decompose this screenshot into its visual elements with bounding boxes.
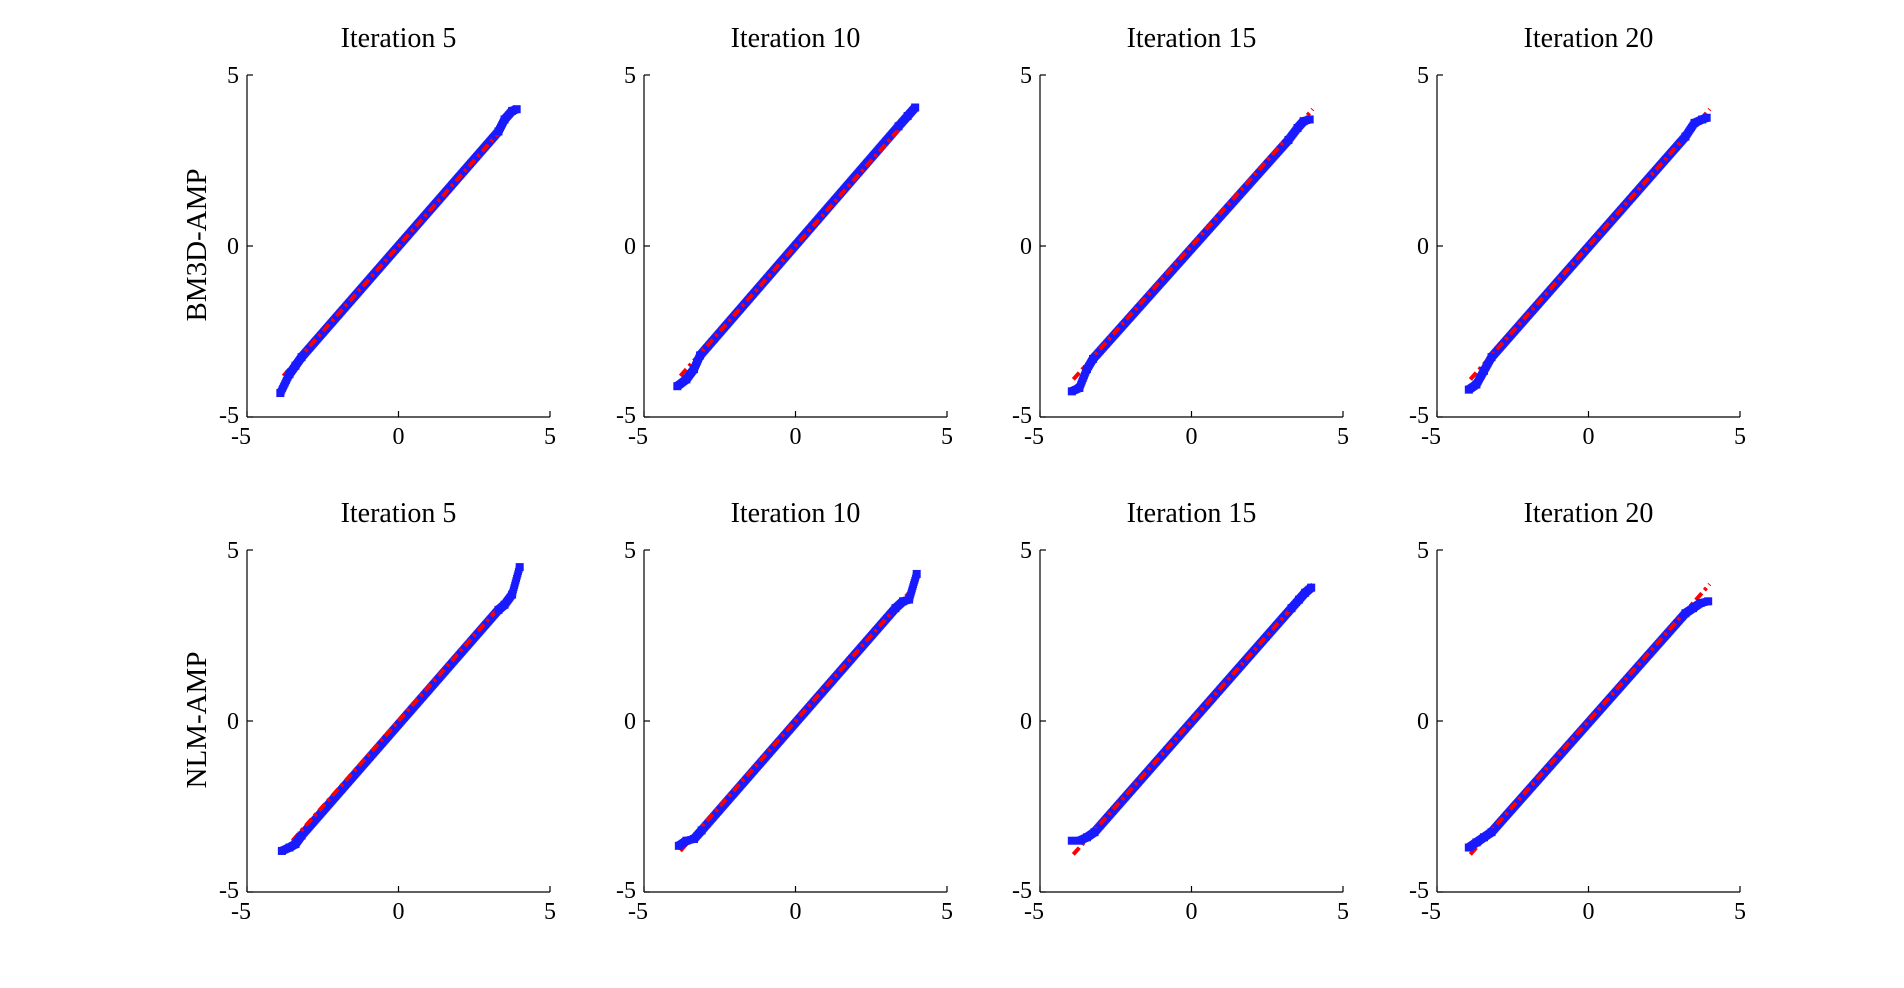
panel-2-4-x-tick-label: -5: [1421, 899, 1441, 925]
panel-1-4-y-tick-label: 0: [1417, 234, 1429, 260]
panel-1-3-tail-point: [1089, 356, 1097, 364]
panel-2-1-tail-point: [297, 832, 305, 840]
panel-1-4-tail-point: [1702, 114, 1710, 122]
panel-1-4-x-tick-label: 5: [1734, 424, 1746, 450]
panel-2-2-title: Iteration 10: [731, 498, 861, 529]
panel-2-2-x-tick-label: 5: [941, 899, 953, 925]
panel-2-3-y-tick-label: 5: [1020, 538, 1032, 564]
panel-1-2-x-tick-label: 0: [790, 424, 802, 450]
panel-2-1-x-tick-label: 0: [393, 899, 405, 925]
panel-1-1-tail-point: [297, 354, 305, 362]
panel-2-3-reference-line: [1071, 582, 1315, 856]
panel-1-3-reference-line: [1071, 107, 1315, 381]
row-label-bm3d-amp: BM3D-AMP: [181, 168, 213, 321]
panel-1-1-y-tick-label: 5: [227, 63, 239, 89]
panel-2-2-y-tick-label: -5: [616, 878, 636, 904]
panel-1-2-tail-point: [911, 104, 919, 112]
panel-1-4-x-tick-label: -5: [1421, 424, 1441, 450]
panel-1-4-reference-line: [1468, 107, 1712, 381]
panel-2-1-title: Iteration 5: [341, 498, 457, 529]
panel-1-3-x-tick-label: 5: [1337, 424, 1349, 450]
panel-2-2-tail-point: [912, 572, 920, 580]
panel-1-1: -5-5 0 0 5 5 Iteration 5: [219, 23, 556, 450]
panel-2-2-x-tick-label: -5: [628, 899, 648, 925]
panel-2-2: -5-5 0 0 5 5 Iteration 10: [616, 498, 953, 925]
panel-2-3-title: Iteration 15: [1127, 498, 1257, 529]
panel-2-4: -5-5 0 0 5 5 Iteration 20: [1409, 498, 1746, 925]
panel-1-4-y-tick-label: -5: [1409, 403, 1429, 429]
panel-1-2-y-tick-label: -5: [616, 403, 636, 429]
panel-2-2-reference-line: [678, 586, 916, 853]
panel-2-1-y-tick-label: 0: [227, 709, 239, 735]
panel-2-2-y-tick-label: 5: [624, 538, 636, 564]
panel-2-4-y-tick-label: 0: [1417, 709, 1429, 735]
panel-1-3: -5-5 0 0 5 5 Iteration 15: [1012, 23, 1349, 450]
panel-1-1-y-tick-label: -5: [219, 403, 239, 429]
panel-2-4-tail-point: [1487, 829, 1495, 837]
panel-2-1-tail-point: [515, 565, 523, 573]
panel-2-3-tail-point: [1090, 829, 1098, 837]
panel-1-3-title: Iteration 15: [1127, 23, 1257, 54]
panel-1-1-x-tick-label: -5: [231, 424, 251, 450]
panel-1-1-title: Iteration 5: [341, 23, 457, 54]
panel-2-3-x-tick-label: 0: [1186, 899, 1198, 925]
panel-1-2-tail-point: [696, 353, 704, 361]
panel-1-2-x-tick-label: 5: [941, 424, 953, 450]
panel-1-3-x-tick-label: -5: [1024, 424, 1044, 450]
panel-2-3-x-tick-label: 5: [1337, 899, 1349, 925]
panel-1-3-tail-point: [1305, 116, 1313, 124]
panel-2-3-tail-point: [1307, 584, 1315, 592]
panel-1-4-tail-point: [1487, 354, 1495, 362]
panel-2-3-y-tick-label: 0: [1020, 709, 1032, 735]
panel-1-2-y-tick-label: 0: [624, 234, 636, 260]
panel-1-4-title: Iteration 20: [1524, 23, 1654, 54]
panel-1-2: -5-5 0 0 5 5 Iteration 10: [616, 23, 953, 450]
panel-1-3-x-tick-label: 0: [1186, 424, 1198, 450]
panel-2-1-y-tick-label: -5: [219, 878, 239, 904]
panel-2-3-y-tick-label: -5: [1012, 878, 1032, 904]
panel-1-1-tail-point: [512, 105, 520, 113]
panel-1-2-x-tick-label: -5: [628, 424, 648, 450]
panel-1-3-y-tick-label: 0: [1020, 234, 1032, 260]
panel-2-3: -5-5 0 0 5 5 Iteration 15: [1012, 498, 1349, 925]
panel-1-3-y-tick-label: -5: [1012, 403, 1032, 429]
panel-2-4-y-tick-label: 5: [1417, 538, 1429, 564]
panel-2-4-x-tick-label: 0: [1583, 899, 1595, 925]
panel-1-3-y-tick-label: 5: [1020, 63, 1032, 89]
panel-1-1-x-tick-label: 5: [544, 424, 556, 450]
panel-2-1: -5-5 0 0 5 5 Iteration 5: [219, 498, 556, 925]
panel-2-1-x-tick-label: 5: [544, 899, 556, 925]
panel-1-1-x-tick-label: 0: [393, 424, 405, 450]
panel-2-4-reference-line: [1468, 582, 1712, 856]
panel-2-1-y-tick-label: 5: [227, 538, 239, 564]
panel-2-4-x-tick-label: 5: [1734, 899, 1746, 925]
panel-2-1-x-tick-label: -5: [231, 899, 251, 925]
panel-1-4-y-tick-label: 5: [1417, 63, 1429, 89]
panel-2-4-title: Iteration 20: [1524, 498, 1654, 529]
panel-2-3-x-tick-label: -5: [1024, 899, 1044, 925]
panel-1-1-reference-line: [281, 128, 504, 378]
panel-1-4: -5-5 0 0 5 5 Iteration 20: [1409, 23, 1746, 450]
panel-2-2-x-tick-label: 0: [790, 899, 802, 925]
row-label-nlm-amp: NLM-AMP: [181, 652, 213, 789]
panel-2-4-y-tick-label: -5: [1409, 878, 1429, 904]
panel-1-2-title: Iteration 10: [731, 23, 861, 54]
panel-1-2-y-tick-label: 5: [624, 63, 636, 89]
panel-2-1-reference-line: [290, 606, 500, 843]
panel-1-2-reference-line: [678, 118, 910, 378]
panel-2-2-y-tick-label: 0: [624, 709, 636, 735]
panel-2-4-tail-point: [1704, 597, 1712, 605]
panel-1-1-y-tick-label: 0: [227, 234, 239, 260]
panel-2-2-tail-point: [697, 827, 705, 835]
panel-1-4-x-tick-label: 0: [1583, 424, 1595, 450]
